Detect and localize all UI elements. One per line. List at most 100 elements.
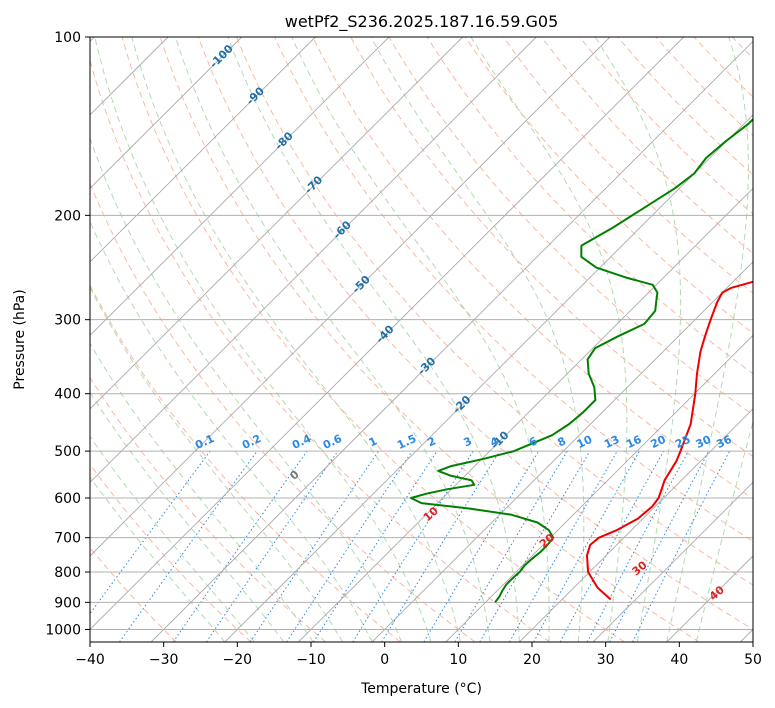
moist-adiabat (175, 37, 491, 642)
moist-adiabat (90, 435, 255, 642)
mixing-ratio-line (249, 450, 379, 642)
isotherm-line (90, 37, 611, 557)
isotherm-label: -40 (373, 322, 396, 345)
y-tick-label: 900 (54, 595, 81, 611)
x-tick-label: −30 (149, 652, 179, 668)
x-tick-label: −40 (75, 652, 105, 668)
mixing-ratio-label: 36 (714, 433, 734, 451)
y-tick-label: 600 (54, 491, 81, 507)
mixing-ratio-line (205, 450, 339, 642)
dry-adiabat (617, 37, 753, 176)
dry-adiabat (502, 37, 753, 294)
mixing-ratio-label: 1 (367, 434, 379, 449)
moist-adiabat (90, 476, 226, 642)
y-axis-label: Pressure (hPa) (12, 289, 28, 389)
isotherm-line (666, 555, 753, 642)
y-tick-label: 1000 (45, 622, 81, 638)
isotherm-line (150, 40, 753, 642)
isotherm-line (90, 37, 316, 263)
y-tick-label: 200 (54, 208, 81, 224)
mixing-ratio-line (352, 450, 474, 642)
mixing-ratio-label: 13 (602, 433, 621, 451)
dry-adiabat (693, 37, 753, 98)
isotherm-line (90, 37, 390, 337)
dry-adiabat (464, 37, 753, 334)
mixing-ratio-label: 0.2 (240, 432, 263, 452)
plot-frame (89, 36, 754, 643)
mixing-ratio-label: 25 (673, 433, 692, 451)
mixing-ratio-line (286, 450, 413, 642)
moist-adiabat-label: 40 (707, 583, 727, 603)
mixing-ratio-line (586, 450, 689, 642)
dry-adiabat (655, 37, 753, 137)
isotherm-label: -70 (302, 173, 325, 196)
isotherm-line (371, 261, 753, 642)
moist-adiabat (90, 391, 285, 642)
moist-adiabat (666, 37, 749, 642)
isotherm-label: -60 (331, 218, 354, 241)
mixing-ratio-label: 10 (575, 433, 595, 451)
moist-adiabat (90, 220, 373, 642)
dry-adiabat (90, 463, 252, 642)
mixing-ratio-label: 8 (556, 434, 568, 449)
x-tick-label: 50 (744, 652, 762, 668)
moist-adiabat (90, 342, 314, 642)
mixing-ratio-label: 0.6 (321, 432, 344, 452)
background-line-layer (90, 37, 775, 642)
dry-adiabat (197, 37, 753, 631)
isotherm-line (740, 628, 753, 642)
mixing-ratio-line (172, 450, 308, 642)
mixing-ratio-line (381, 450, 501, 642)
y-tick-label: 400 (54, 387, 81, 403)
x-tick-label: 30 (597, 652, 615, 668)
profile-layer (410, 117, 753, 603)
mixing-ratio-line (119, 450, 258, 642)
mixing-ratio-line (90, 450, 211, 615)
isotherm-line (90, 37, 243, 190)
dry-adiabat (770, 37, 775, 642)
moist-adiabat (594, 37, 682, 642)
y-tick-label: 100 (54, 30, 81, 46)
dry-adiabat (90, 376, 327, 642)
isotherm-label: -90 (244, 84, 267, 107)
moist-adiabat (90, 286, 344, 642)
dry-adiabat (121, 37, 625, 642)
dry-adiabat (236, 37, 753, 586)
x-tick-label: 40 (670, 652, 688, 668)
mixing-ratio-label: 30 (694, 433, 714, 451)
dry-adiabat (388, 37, 753, 416)
mixing-ratio-label: 0.1 (193, 432, 216, 452)
chart-title: wetPf2_S236.2025.187.16.59.G05 (285, 12, 559, 32)
isotherm-line (298, 187, 753, 642)
moist-adiabat (131, 37, 461, 642)
dry-adiabat (90, 58, 551, 642)
x-tick-label: −20 (223, 652, 253, 668)
x-tick-label: −10 (296, 652, 326, 668)
isotherm-line (519, 408, 753, 642)
dewpoint-profile (410, 117, 753, 603)
moist-adiabat (695, 419, 753, 642)
dry-adiabat (579, 37, 753, 215)
dry-adiabat (350, 37, 753, 458)
mixing-ratio-line (632, 450, 731, 642)
dry-adiabat (731, 37, 753, 59)
moist-adiabat-label: 10 (421, 504, 441, 524)
axis-layer: −40 −30 −20 −10 0 10 20 30 40 50 100 200 300 400 500 60… (45, 30, 762, 668)
isotherm-line (90, 37, 537, 484)
y-tick-label: 300 (54, 313, 81, 329)
dry-adiabat (90, 284, 401, 642)
moist-adiabat (370, 37, 585, 642)
x-tick-label: 10 (449, 652, 467, 668)
temperature-profile (586, 280, 753, 601)
x-tick-label: 0 (380, 652, 389, 668)
dry-adiabat (159, 37, 700, 642)
y-tick-label: 500 (54, 444, 81, 460)
moist-adiabat (227, 37, 520, 642)
isotherm-line (445, 334, 753, 642)
mixing-ratio-line (313, 450, 438, 642)
dry-adiabat (90, 182, 476, 642)
moist-adiabat (470, 37, 628, 642)
isotherm-label: -30 (415, 354, 438, 377)
isotherm-label: -50 (350, 273, 373, 296)
